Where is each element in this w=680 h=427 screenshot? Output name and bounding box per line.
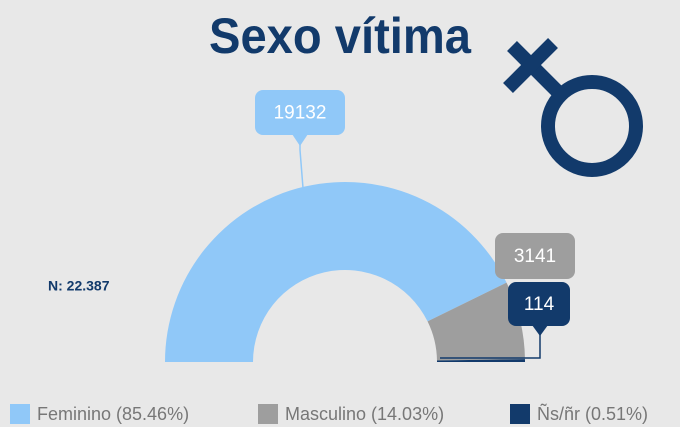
data-label: 114 bbox=[524, 294, 555, 315]
slice bbox=[427, 282, 525, 361]
legend-swatch bbox=[510, 404, 530, 424]
callout-box bbox=[495, 233, 575, 279]
legend-label: Feminino (85.46%) bbox=[37, 404, 189, 424]
callout-pointer bbox=[292, 134, 308, 146]
legend-swatch bbox=[10, 404, 30, 424]
callout-line bbox=[440, 326, 541, 359]
annotation: N: 22.387 bbox=[48, 278, 110, 294]
callout-box bbox=[255, 90, 345, 135]
legend-swatch bbox=[258, 404, 278, 424]
legend-label: Masculino (14.03%) bbox=[285, 404, 444, 424]
slice bbox=[165, 181, 507, 362]
data-label: 19132 bbox=[274, 103, 327, 124]
callout-pointer bbox=[532, 325, 548, 336]
slice bbox=[436, 359, 525, 362]
callout-box bbox=[508, 282, 570, 326]
female-symbol bbox=[503, 38, 643, 177]
data-label: 3141 bbox=[514, 246, 556, 267]
chart-title: Sexo vítima bbox=[209, 8, 472, 64]
legend-label: Ñs/ñr (0.51%) bbox=[537, 403, 648, 424]
